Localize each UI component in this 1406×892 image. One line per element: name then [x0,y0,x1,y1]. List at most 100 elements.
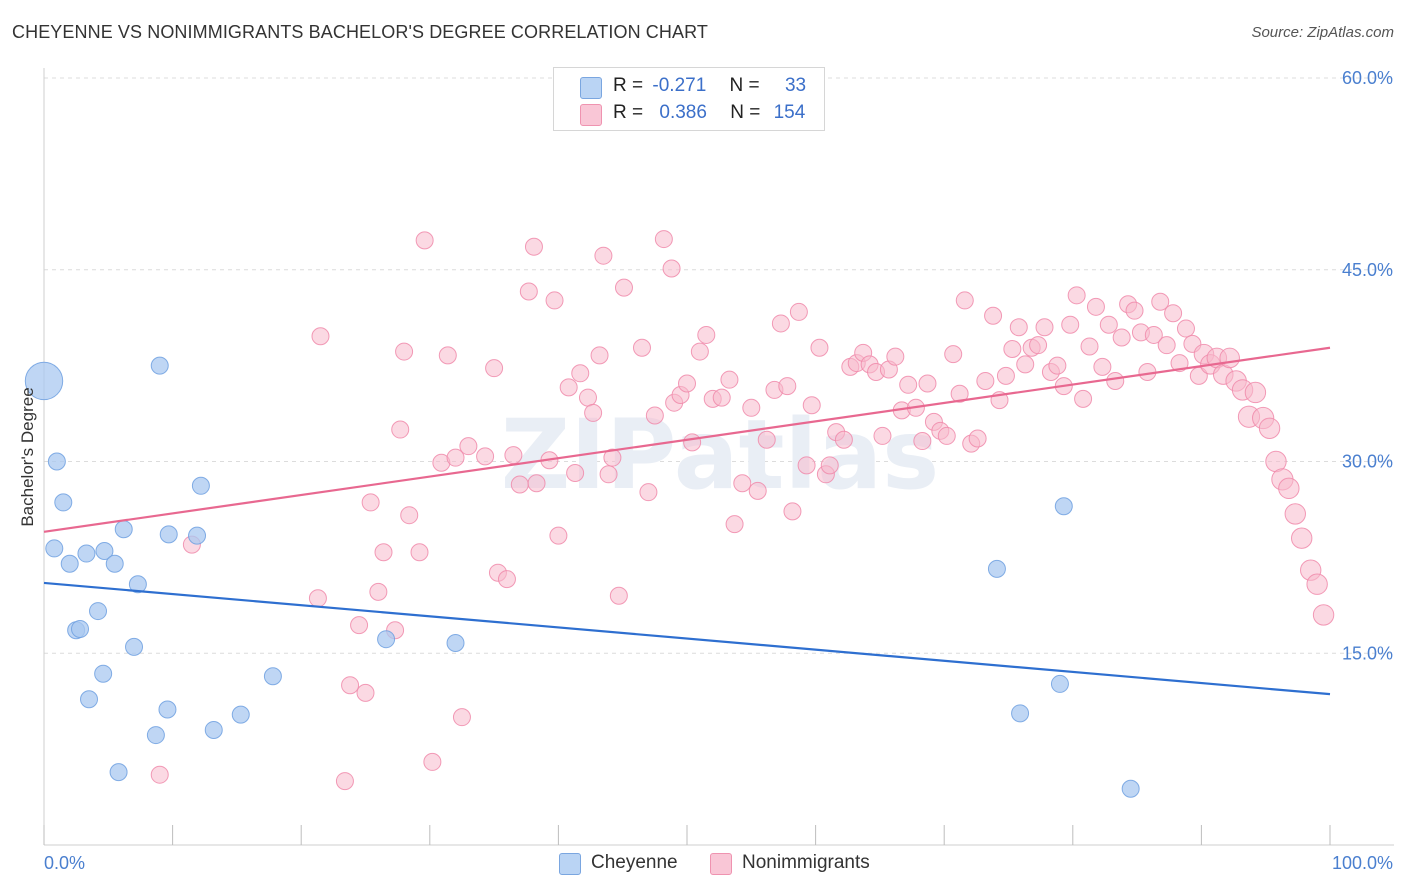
nonimmigrants-point [1306,573,1328,595]
nonimmigrants-point [968,429,987,448]
nonimmigrants-point [545,291,564,310]
cheyenne-point [109,763,128,782]
watermark: ZIPatlas [501,399,940,511]
nonimmigrants-point [725,515,744,534]
cheyenne-point [114,520,133,539]
nonimmigrants-point [1016,355,1035,374]
nonimmigrants-point [584,403,603,422]
cheyenne-point [24,361,64,401]
nonimmigrants-point [1244,381,1267,404]
nonimmigrants-point [748,481,767,500]
nonimmigrants-point [446,448,465,467]
cheyenne-point [377,630,396,649]
cheyenne-point [80,690,99,709]
nonimmigrants-trend-line [43,346,1331,533]
nonimmigrants-point [1278,477,1300,500]
nonimmigrants-point [1048,356,1067,375]
nonimmigrants-point [1291,527,1313,549]
nonimmigrants-point [1170,354,1189,373]
nonimmigrants-point [578,388,597,407]
legend-swatch-cheyenne [580,77,602,99]
nonimmigrants-point [810,338,829,357]
nonimmigrants-point [614,278,633,297]
nonimmigrants-point [645,406,664,425]
nonimmigrants-point [712,388,731,407]
nonimmigrants-point [778,377,797,396]
nonimmigrants-point [527,474,546,493]
nonimmigrants-point [944,345,963,364]
nonimmigrants-point [438,346,457,365]
cheyenne-point [128,575,147,594]
legend-swatch-nonimmigrants [580,104,602,126]
nonimmigrants-point [720,370,739,389]
nonimmigrants-point [886,347,905,366]
chart-title: CHEYENNE VS NONIMMIGRANTS BACHELOR'S DEG… [12,22,708,42]
n-value: 33 [784,75,807,96]
source-label: Source: ZipAtlas.com [1251,24,1394,41]
nonimmigrants-point [873,426,892,445]
stats-legend: R = -0.271 N = 33 R = 0.386 N = 154 [553,67,825,131]
r-value: -0.271 [652,75,707,96]
nonimmigrants-point [594,246,613,265]
cheyenne-points [24,356,1140,798]
x-tick-label: 100.0% [1332,853,1393,873]
nonimmigrants-point [733,474,752,493]
nonimmigrants-point [504,446,523,465]
nonimmigrants-point [757,430,776,449]
cheyenne-point [95,541,114,560]
nonimmigrants-point [476,447,495,466]
nonimmigrants-point [395,342,414,361]
legend-label: Cheyenne [591,852,678,873]
nonimmigrants-point [549,526,568,545]
cheyenne-point [54,493,73,512]
cheyenne-trend-line [43,581,1331,696]
nonimmigrants-point [639,483,658,502]
nonimmigrants-point [423,752,442,771]
nonimmigrants-point [369,582,388,601]
cheyenne-point [94,664,113,683]
nonimmigrants-point [609,586,628,605]
nonimmigrants-point [662,259,681,278]
nonimmigrants-point [1284,503,1306,525]
cheyenne-point [47,452,66,471]
nonimmigrants-point [566,464,585,483]
tick-labels: 15.0% 30.0% 45.0% 60.0% 0.0% 100.0% [44,68,1393,873]
nonimmigrants-point [976,371,995,390]
trend-lines [43,346,1331,696]
legend-label: Nonimmigrants [742,852,870,873]
cheyenne-point [45,539,64,558]
x-tick-label: 0.0% [44,853,85,873]
nonimmigrants-point [1003,340,1022,359]
nonimmigrants-point [519,282,538,301]
nonimmigrants-point [789,302,808,321]
nonimmigrants-point [1176,319,1195,338]
nonimmigrants-point [899,375,918,394]
nonimmigrants-point [996,366,1015,385]
nonimmigrants-point [150,765,169,784]
axes [43,68,1394,846]
nonimmigrants-point [311,327,330,346]
cheyenne-point [191,476,210,495]
cheyenne-point [1050,674,1069,693]
nonimmigrants-point [1219,347,1240,369]
nonimmigrants-point [459,437,478,456]
nonimmigrants-point [410,543,429,562]
r-value: 0.386 [659,102,707,123]
nonimmigrants-point [1164,304,1183,323]
r-label: R = [613,75,644,96]
nonimmigrants-point [771,314,790,333]
nonimmigrants-point [1067,286,1086,305]
nonimmigrants-point [1157,336,1176,355]
nonimmigrants-point [1009,318,1028,337]
nonimmigrants-point [391,420,410,439]
grid-lines [44,77,1394,654]
nonimmigrants-point [913,432,932,451]
nonimmigrants-point [690,342,709,361]
y-tick-label: 15.0% [1342,643,1393,663]
nonimmigrants-point [1258,417,1281,439]
nonimmigrants-point [632,338,651,357]
nonimmigrants-point [937,426,956,445]
nonimmigrants-point [350,616,369,635]
cheyenne-point [105,554,124,573]
